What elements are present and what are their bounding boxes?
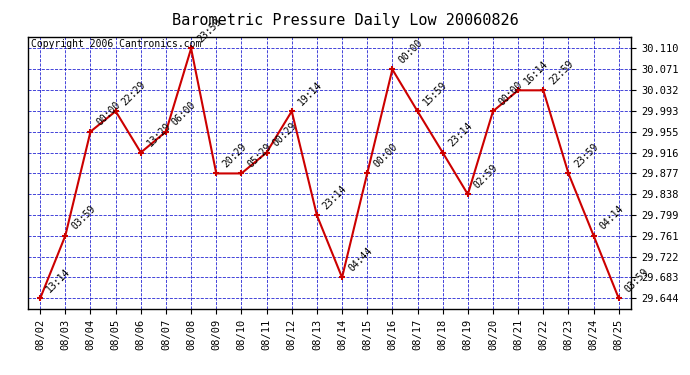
Text: 00:00: 00:00 bbox=[397, 38, 424, 65]
Text: 04:44: 04:44 bbox=[346, 246, 374, 273]
Text: 05:29: 05:29 bbox=[246, 141, 273, 169]
Text: 03:59: 03:59 bbox=[623, 266, 651, 294]
Text: 16:14: 16:14 bbox=[522, 58, 550, 86]
Text: 19:14: 19:14 bbox=[296, 79, 324, 107]
Text: 00:00: 00:00 bbox=[371, 141, 400, 169]
Text: 23:14: 23:14 bbox=[447, 120, 475, 148]
Text: Copyright 2006 Cantronics.com: Copyright 2006 Cantronics.com bbox=[30, 39, 201, 49]
Text: 15:59: 15:59 bbox=[422, 79, 449, 107]
Text: 00:00: 00:00 bbox=[497, 79, 525, 107]
Text: 02:59: 02:59 bbox=[472, 162, 500, 190]
Text: 13:14: 13:14 bbox=[44, 266, 72, 294]
Text: 20:29: 20:29 bbox=[220, 141, 248, 169]
Text: 23:59: 23:59 bbox=[573, 141, 600, 169]
Text: 06:00: 06:00 bbox=[170, 100, 198, 128]
Text: 13:29: 13:29 bbox=[145, 120, 172, 148]
Text: 03:59: 03:59 bbox=[70, 204, 97, 231]
Text: 00:29: 00:29 bbox=[270, 120, 299, 148]
Text: 23:59: 23:59 bbox=[195, 16, 223, 44]
Text: Barometric Pressure Daily Low 20060826: Barometric Pressure Daily Low 20060826 bbox=[172, 13, 518, 28]
Text: 00:00: 00:00 bbox=[95, 100, 123, 128]
Text: 22:59: 22:59 bbox=[547, 58, 575, 86]
Text: 23:14: 23:14 bbox=[321, 183, 349, 211]
Text: 22:29: 22:29 bbox=[120, 79, 148, 107]
Text: 04:14: 04:14 bbox=[598, 204, 626, 231]
